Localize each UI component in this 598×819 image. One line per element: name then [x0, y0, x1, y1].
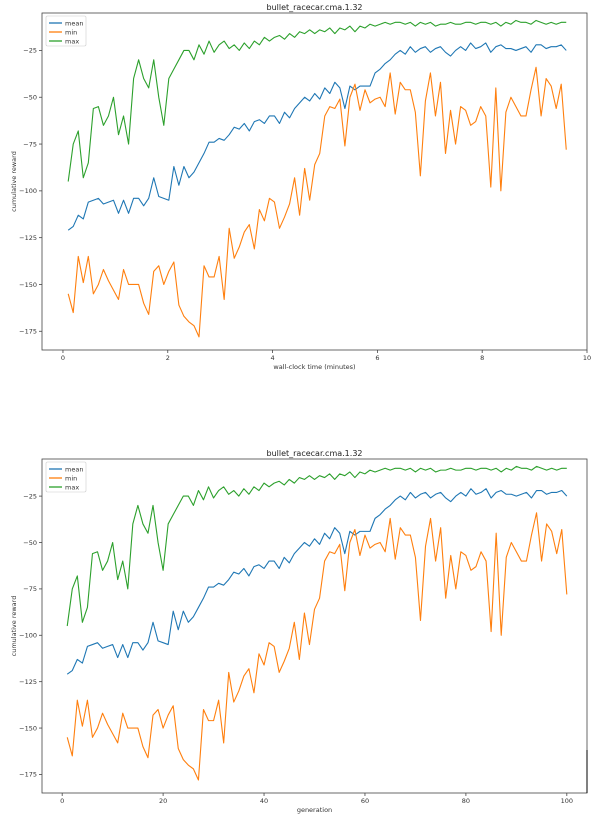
x-axis-label: generation: [297, 806, 332, 814]
legend-label-max: max: [65, 483, 79, 491]
series-line-max: [67, 19, 567, 182]
legend-label-max: max: [65, 37, 79, 45]
chart-1: bullet_racecar.cma.1.32 0 2 4 6 8 10 −25 −50 −75 −…: [10, 3, 591, 371]
series-line-min: [66, 512, 568, 781]
x-tick-label: 60: [361, 797, 369, 805]
x-tick-label: 0: [61, 354, 65, 362]
y-tick-label: −125: [19, 678, 37, 686]
legend-label-mean: mean: [65, 19, 83, 27]
x-tick-label: 80: [462, 797, 470, 805]
y-tick-label: −100: [19, 632, 37, 640]
legend-label-mean: mean: [65, 465, 83, 473]
x-tick-label: 20: [159, 797, 167, 805]
y-tick-label: −150: [19, 281, 37, 289]
plot-frame: [41, 12, 588, 351]
y-tick-label: −50: [23, 94, 37, 102]
legend-label-min: min: [65, 474, 77, 482]
y-tick-label: −150: [19, 724, 37, 732]
y-axis-label: cumulative reward: [10, 596, 18, 657]
x-tick-label: 40: [260, 797, 268, 805]
series-line-max: [66, 465, 567, 627]
chart-title: bullet_racecar.cma.1.32: [266, 3, 362, 12]
series-line-mean: [67, 42, 567, 231]
plot-frame: [41, 458, 588, 794]
y-tick-label: −25: [23, 47, 37, 55]
x-tick-label: 8: [480, 354, 484, 362]
chart-title: bullet_racecar.cma.1.32: [266, 449, 362, 458]
x-axis-label: wall-clock time (minutes): [273, 363, 355, 371]
series-group: [66, 465, 568, 781]
x-tick-label: 4: [271, 354, 275, 362]
y-axis-label: cumulative reward: [10, 151, 18, 212]
series-line-mean: [66, 488, 568, 675]
chart-2: bullet_racecar.cma.1.32 0 20 40 60 80 100 −25 −5…: [10, 449, 588, 814]
x-tick-label: 0: [60, 797, 64, 805]
series-group: [67, 19, 567, 338]
y-tick-label: −50: [23, 539, 37, 547]
x-tick-label: 6: [375, 354, 379, 362]
y-tick-label: −25: [23, 492, 37, 500]
y-tick-label: −75: [23, 585, 37, 593]
x-tick-label: 10: [583, 354, 591, 362]
legend-label-min: min: [65, 28, 77, 36]
y-tick-label: −175: [19, 328, 37, 336]
x-tick-label: 100: [561, 797, 573, 805]
y-tick-label: −175: [19, 771, 37, 779]
y-tick-label: −125: [19, 234, 37, 242]
y-tick-label: −100: [19, 187, 37, 195]
series-line-min: [67, 66, 567, 338]
x-tick-label: 2: [166, 354, 170, 362]
y-tick-label: −75: [23, 140, 37, 148]
